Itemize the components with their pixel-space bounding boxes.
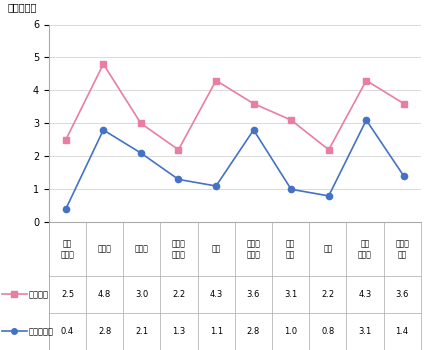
Text: 3.1: 3.1 <box>284 290 297 299</box>
Text: 0.8: 0.8 <box>321 327 334 336</box>
Text: 3.6: 3.6 <box>247 290 260 299</box>
Text: 売上非増加: 売上非増加 <box>29 327 54 336</box>
Text: 運輸: 運輸 <box>323 245 332 254</box>
Text: 1.0: 1.0 <box>284 327 297 336</box>
Text: 3.1: 3.1 <box>358 327 371 336</box>
Text: 1.3: 1.3 <box>173 327 186 336</box>
Text: 2.1: 2.1 <box>135 327 148 336</box>
Text: 売上増加: 売上増加 <box>29 290 49 299</box>
Text: 商業: 商業 <box>212 245 221 254</box>
Text: 2.8: 2.8 <box>98 327 111 336</box>
Text: 2.8: 2.8 <box>247 327 260 336</box>
Text: 金融・
保険業: 金融・ 保険業 <box>246 239 261 259</box>
Text: 3.6: 3.6 <box>396 290 409 299</box>
Text: 4.8: 4.8 <box>98 290 111 299</box>
Text: 農林
水産業: 農林 水産業 <box>60 239 74 259</box>
Text: 2.2: 2.2 <box>321 290 334 299</box>
Text: 2.5: 2.5 <box>61 290 74 299</box>
Text: 不動
産業: 不動 産業 <box>286 239 295 259</box>
Text: 2.2: 2.2 <box>173 290 186 299</box>
Text: 4.3: 4.3 <box>210 290 223 299</box>
Text: 情報
通信業: 情報 通信業 <box>358 239 372 259</box>
Text: 製造業: 製造業 <box>98 245 112 254</box>
Text: 0.4: 0.4 <box>61 327 74 336</box>
Text: 電力・
ガス等: 電力・ ガス等 <box>172 239 186 259</box>
Text: 4.3: 4.3 <box>358 290 371 299</box>
Text: 1.1: 1.1 <box>210 327 223 336</box>
Text: 3.0: 3.0 <box>135 290 148 299</box>
Text: （スコア）: （スコア） <box>8 3 37 13</box>
Text: 建設業: 建設業 <box>135 245 149 254</box>
Text: 1.4: 1.4 <box>396 327 409 336</box>
Text: サービ
ス業: サービ ス業 <box>395 239 409 259</box>
